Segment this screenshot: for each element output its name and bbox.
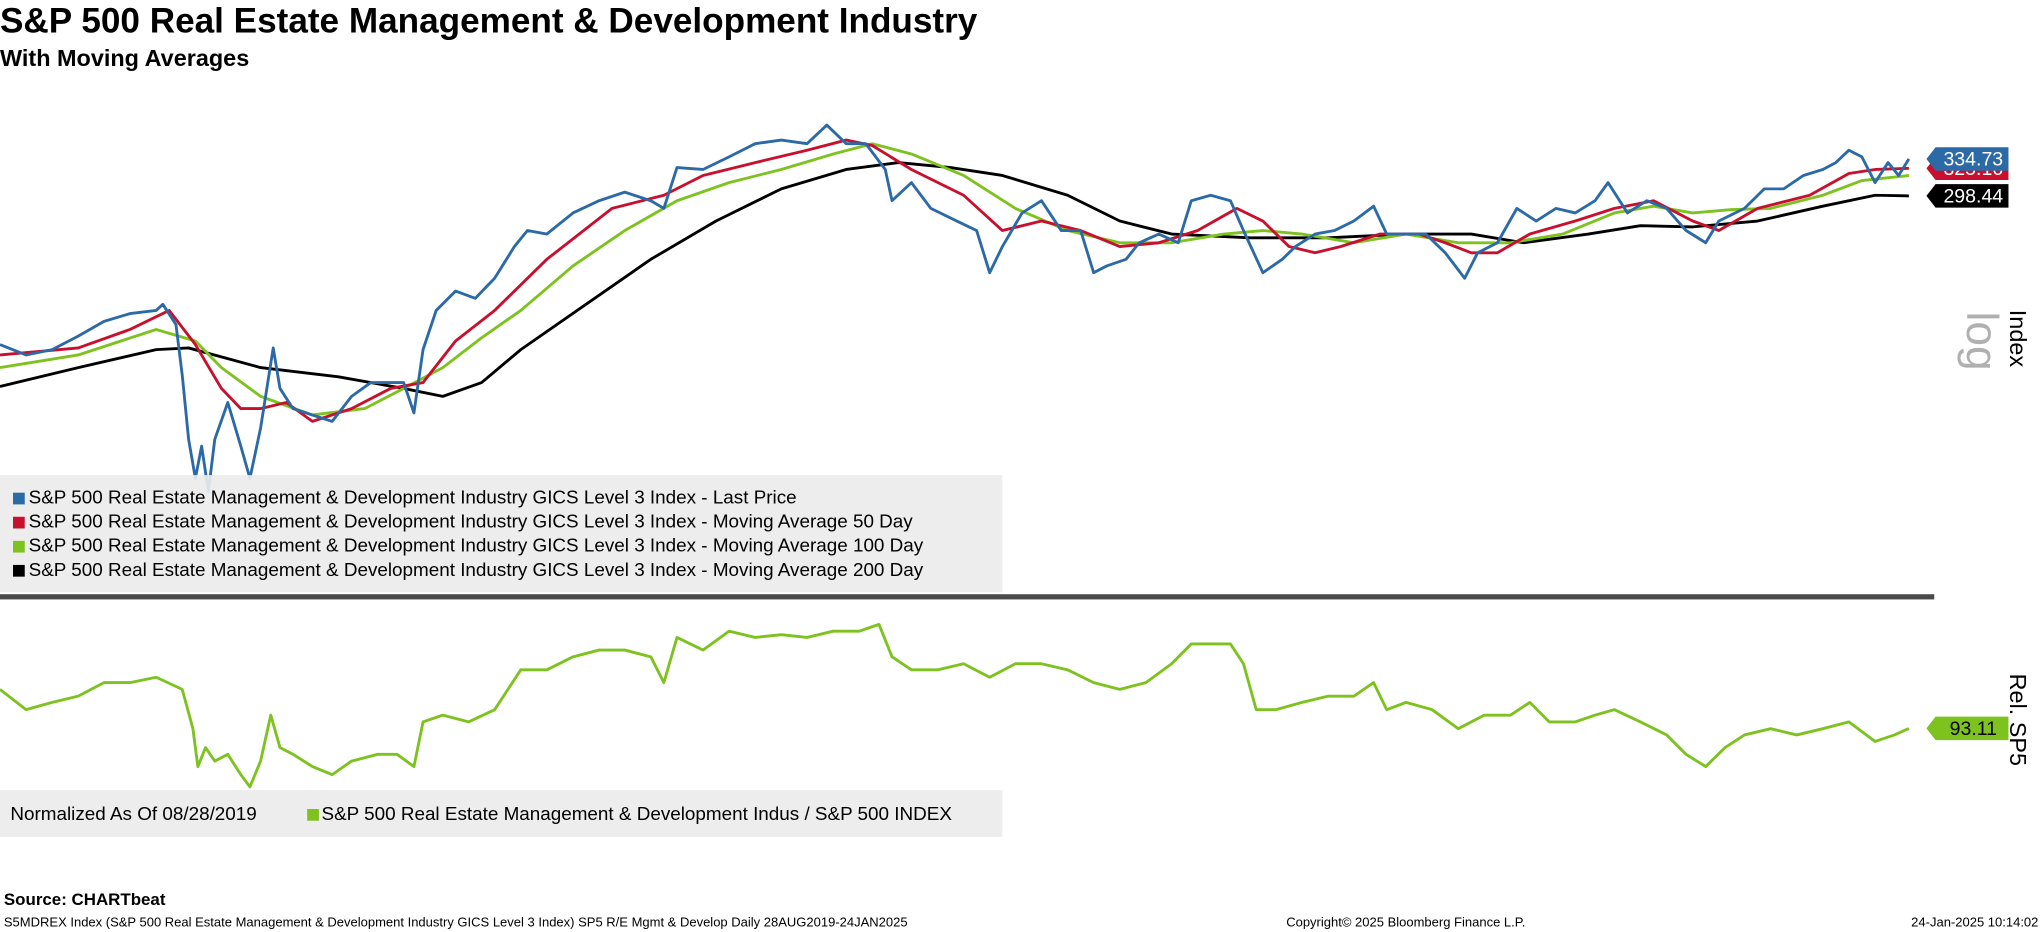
panel-separator <box>0 594 1935 600</box>
footer-description: S5MDREX Index (S&P 500 Real Estate Manag… <box>4 914 908 929</box>
legend-box <box>0 790 1003 837</box>
overlay-layer: S&P 500 Real Estate Management & Develop… <box>0 147 2009 837</box>
legend-swatch <box>13 492 25 505</box>
legend-swatch <box>13 516 25 529</box>
timestamp: 24-Jan-2025 10:14:02 <box>1911 914 2038 929</box>
chart-subtitle: With Moving Averages <box>0 45 249 71</box>
source: Source: CHARTbeat <box>4 890 166 909</box>
y-axis-label: Index <box>2005 310 2031 368</box>
legend-label: S&P 500 Real Estate Management & Develop… <box>322 803 953 824</box>
end-label: 93.11 <box>1950 718 1997 740</box>
line-layer <box>0 123 1911 789</box>
legend-swatch <box>307 808 319 821</box>
series-line <box>0 123 1911 493</box>
end-label: 334.73 <box>1943 148 2003 170</box>
end-label-box <box>1926 716 2009 741</box>
legend-note: Normalized As Of 08/28/2019 <box>10 803 256 824</box>
scale-label: log <box>1957 312 2006 371</box>
legend-label: S&P 500 Real Estate Management & Develop… <box>29 535 924 556</box>
legend-box <box>0 475 1003 593</box>
legend-swatch <box>13 540 25 553</box>
legend-label: S&P 500 Real Estate Management & Develop… <box>29 559 924 580</box>
y-axis-label: Rel. SP5 <box>2005 674 2031 766</box>
legend-swatch <box>13 564 25 577</box>
end-label: 298.44 <box>1943 185 2003 207</box>
end-label-box <box>1926 147 2009 171</box>
copyright: Copyright© 2025 Bloomberg Finance L.P. <box>1286 914 1525 929</box>
series-line <box>0 161 1909 398</box>
legend-label: S&P 500 Real Estate Management & Develop… <box>29 487 797 508</box>
chart-title: S&P 500 Real Estate Management & Develop… <box>0 2 978 41</box>
end-label-box <box>1926 184 2009 208</box>
series-line <box>0 622 1910 789</box>
legend-label: S&P 500 Real Estate Management & Develop… <box>29 511 914 532</box>
